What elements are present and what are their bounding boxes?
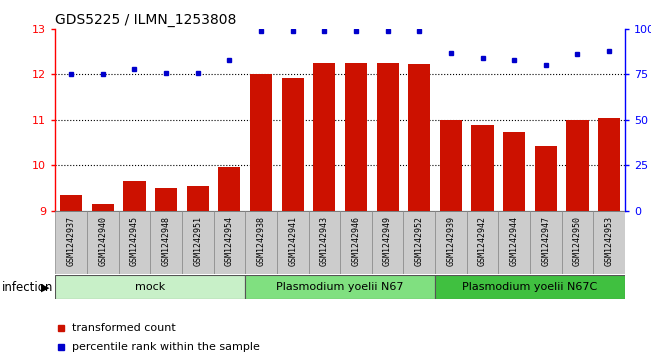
Text: GSM1242943: GSM1242943: [320, 216, 329, 266]
Bar: [499, 211, 530, 274]
Text: GSM1242941: GSM1242941: [288, 216, 297, 266]
Bar: [55, 211, 87, 274]
Bar: [562, 211, 593, 274]
Bar: [566, 120, 589, 211]
Text: GSM1242939: GSM1242939: [447, 216, 456, 266]
Text: GSM1242953: GSM1242953: [605, 216, 614, 266]
Bar: [118, 211, 150, 274]
Bar: [503, 132, 525, 211]
Bar: [435, 275, 625, 299]
Text: GSM1242952: GSM1242952: [415, 216, 424, 266]
Bar: [277, 211, 309, 274]
Bar: [471, 125, 493, 211]
Text: GDS5225 / ILMN_1253808: GDS5225 / ILMN_1253808: [55, 13, 237, 27]
Text: infection: infection: [2, 281, 53, 294]
Bar: [372, 211, 404, 274]
Bar: [282, 78, 304, 211]
Text: mock: mock: [135, 282, 165, 292]
Text: Plasmodium yoelii N67: Plasmodium yoelii N67: [277, 282, 404, 292]
Bar: [598, 118, 620, 211]
Text: GSM1242940: GSM1242940: [98, 216, 107, 266]
Bar: [124, 181, 146, 211]
Bar: [376, 63, 398, 211]
Bar: [345, 63, 367, 211]
Text: GSM1242951: GSM1242951: [193, 216, 202, 266]
Text: GSM1242950: GSM1242950: [573, 216, 582, 266]
Bar: [530, 211, 562, 274]
Text: percentile rank within the sample: percentile rank within the sample: [72, 342, 260, 352]
Bar: [245, 275, 435, 299]
Bar: [92, 204, 114, 211]
Bar: [214, 211, 245, 274]
Bar: [404, 211, 435, 274]
Bar: [250, 74, 272, 211]
Bar: [155, 188, 177, 211]
Bar: [182, 211, 214, 274]
Bar: [150, 211, 182, 274]
Text: GSM1242949: GSM1242949: [383, 216, 392, 266]
Bar: [60, 195, 82, 211]
Bar: [440, 120, 462, 211]
Bar: [534, 146, 557, 211]
Text: Plasmodium yoelii N67C: Plasmodium yoelii N67C: [462, 282, 598, 292]
Text: GSM1242948: GSM1242948: [161, 216, 171, 266]
Bar: [309, 211, 340, 274]
Text: GSM1242945: GSM1242945: [130, 216, 139, 266]
Text: GSM1242947: GSM1242947: [542, 216, 550, 266]
Text: GSM1242954: GSM1242954: [225, 216, 234, 266]
Bar: [55, 275, 245, 299]
Bar: [435, 211, 467, 274]
Text: GSM1242937: GSM1242937: [66, 216, 76, 266]
Text: GSM1242942: GSM1242942: [478, 216, 487, 266]
Bar: [313, 63, 335, 211]
Text: GSM1242938: GSM1242938: [256, 216, 266, 266]
Bar: [218, 167, 240, 211]
Bar: [593, 211, 625, 274]
Bar: [467, 211, 499, 274]
Bar: [340, 211, 372, 274]
Text: ▶: ▶: [41, 282, 49, 293]
Bar: [408, 65, 430, 211]
Bar: [87, 211, 118, 274]
Bar: [187, 185, 209, 211]
Text: GSM1242946: GSM1242946: [352, 216, 361, 266]
Text: transformed count: transformed count: [72, 323, 176, 333]
Text: GSM1242944: GSM1242944: [510, 216, 519, 266]
Bar: [245, 211, 277, 274]
